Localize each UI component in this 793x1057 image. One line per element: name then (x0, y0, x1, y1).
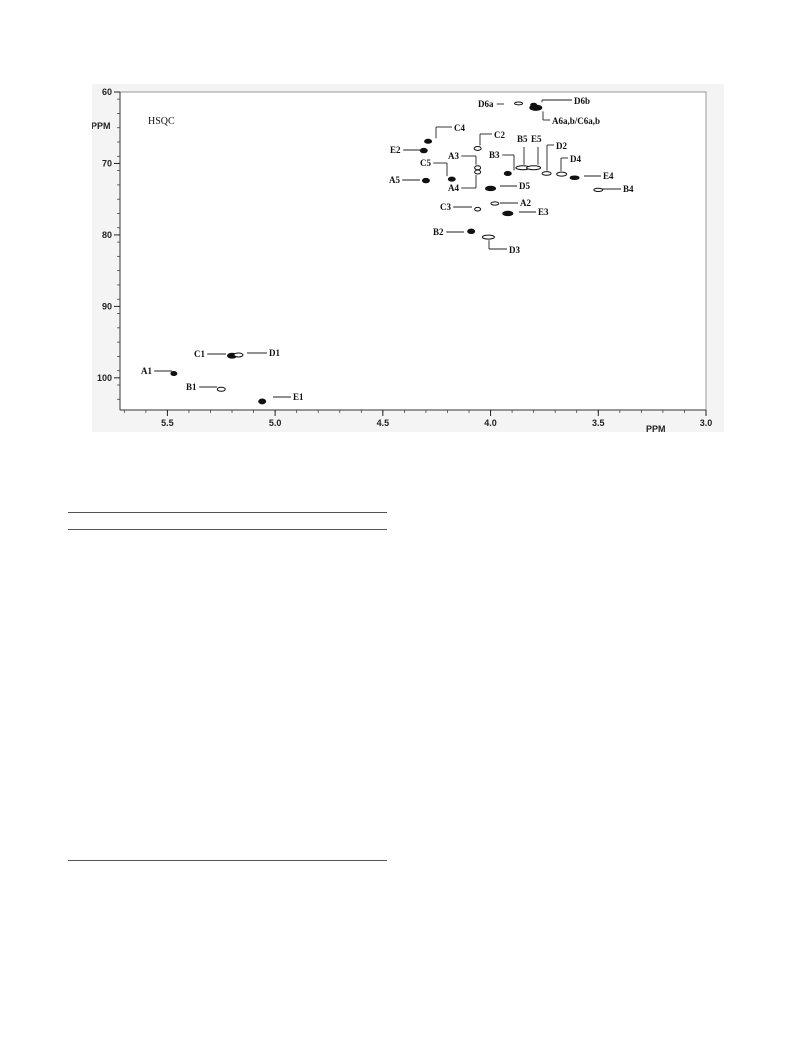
peak-marker (170, 371, 178, 377)
peak-label: E1 (293, 392, 304, 402)
y-tick-label: 100 (97, 373, 112, 383)
y-tick-label: 80 (102, 230, 112, 240)
peak-marker (529, 104, 543, 111)
peak-marker (233, 352, 244, 358)
peak-marker (556, 171, 568, 177)
peak-marker (503, 170, 512, 176)
peak-marker (593, 187, 604, 193)
peak-marker (258, 398, 267, 405)
peak-label: A2 (520, 198, 531, 208)
peak-label: C1 (194, 349, 205, 359)
peak-label: D6b (574, 96, 590, 106)
peak-label: C2 (494, 130, 505, 140)
peak-marker (490, 201, 500, 206)
peak-marker (526, 165, 542, 171)
peak-label: B3 (489, 150, 500, 160)
peak-label: A1 (141, 366, 152, 376)
peak-markers (170, 101, 604, 405)
peak-label: B4 (623, 184, 634, 194)
peak-label: B5 (517, 134, 528, 144)
plot-area (119, 91, 707, 411)
peak-marker (421, 177, 430, 184)
peak-marker (447, 176, 456, 182)
peak-label: B1 (186, 382, 197, 392)
y-tick-label: 70 (102, 158, 112, 168)
peak-marker (216, 386, 226, 392)
peak-label: C5 (420, 158, 431, 168)
table-bottom-rule (68, 860, 387, 861)
y-tick-label: 60 (102, 87, 112, 97)
y-axis-ticks: 60 70 80 90 100 (97, 87, 120, 383)
peak-marker (474, 206, 482, 212)
hsqc-plot: 5.5 5.0 4.5 4.0 3.5 3.0 60 70 80 90 100 PPM PPM H… (92, 87, 712, 432)
peak-label: D3 (509, 245, 520, 255)
peak-marker (514, 101, 524, 106)
x-tick-label: 3.0 (700, 418, 713, 428)
peak-labels: D6a D6b A6a,b/C6a,b C4 C2 E2 B5 E5 A3 C5 D2 B3 D4 A5 E… (141, 96, 634, 402)
peak-label: C3 (440, 202, 451, 212)
x-tick-label: 4.5 (377, 418, 390, 428)
peak-marker (569, 175, 580, 181)
peak-label: D4 (570, 154, 581, 164)
peak-marker (467, 228, 476, 235)
peak-marker (474, 169, 482, 175)
peak-label: A6a,b/C6a,b (552, 116, 600, 126)
peak-marker (541, 171, 552, 176)
peak-marker (419, 147, 428, 154)
peak-label: D2 (556, 141, 567, 151)
peak-marker (473, 145, 482, 151)
peak-label: E2 (390, 145, 401, 155)
peak-leader-lines (154, 99, 621, 398)
y-tick-label: 90 (102, 301, 112, 311)
peak-label: B2 (433, 227, 444, 237)
peak-label: D1 (269, 348, 280, 358)
peak-label: E5 (531, 134, 542, 144)
peak-marker (481, 234, 495, 240)
x-tick-label: 4.0 (484, 418, 497, 428)
peak-marker (424, 138, 433, 144)
peak-marker (474, 165, 482, 171)
peak-label: A3 (448, 151, 459, 161)
chart-title: HSQC (148, 116, 175, 127)
table-header-rule (68, 529, 387, 530)
peak-label: E4 (603, 171, 614, 181)
x-tick-label: 3.5 (592, 418, 605, 428)
x-tick-label: 5.5 (161, 418, 174, 428)
peak-label: A4 (448, 183, 459, 193)
peak-label: D5 (519, 181, 530, 191)
x-axis-ticks: 5.5 5.0 4.5 4.0 3.5 3.0 (161, 410, 712, 428)
x-axis-label: PPM (646, 424, 666, 432)
peak-label: D6a (478, 99, 494, 109)
peak-marker (502, 210, 514, 217)
peak-label: A5 (389, 175, 400, 185)
peak-label: E3 (538, 207, 549, 217)
hsqc-figure: 5.5 5.0 4.5 4.0 3.5 3.0 60 70 80 90 100 PPM PPM H… (92, 84, 724, 432)
y-axis-label: PPM (92, 121, 111, 131)
table-top-rule (68, 512, 387, 513)
peak-marker (485, 185, 497, 192)
x-tick-label: 5.0 (269, 418, 282, 428)
peak-label: C4 (454, 123, 465, 133)
